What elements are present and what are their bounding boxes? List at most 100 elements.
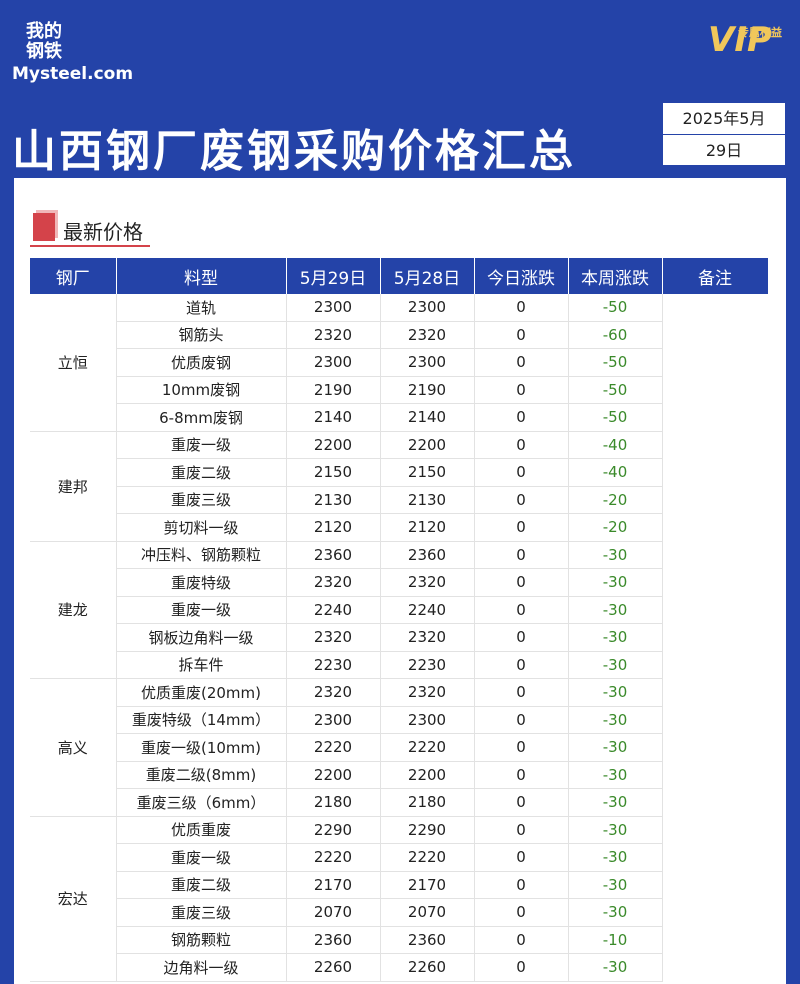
table-cell: 2300 xyxy=(286,294,381,322)
note-cell xyxy=(662,431,768,459)
note-cell xyxy=(662,514,768,542)
table-row: 钢板边角料一级 2320 2320 0 -30 xyxy=(30,623,768,652)
table-cell: 0 xyxy=(474,816,569,844)
mill-cell: 高义 xyxy=(30,678,117,817)
table-row: 高义 优质重废(20mm) 2320 2320 0 -30 xyxy=(30,678,768,817)
table-cell: 2360 xyxy=(286,926,381,954)
table-row: 拆车件 2230 2230 0 -30 xyxy=(30,651,768,679)
note-cell xyxy=(662,404,768,432)
logo: 我的 钢铁 xyxy=(26,22,62,62)
table-cell: 2200 xyxy=(380,431,475,459)
table-cell: 2320 xyxy=(286,321,381,349)
column-header: 本周涨跌 xyxy=(568,258,663,294)
table-row: 重废三级 2070 2070 0 -30 xyxy=(30,898,768,927)
section-icon xyxy=(33,213,55,241)
table-cell: 2190 xyxy=(380,376,475,404)
table-cell: 2200 xyxy=(286,761,381,789)
column-header: 料型 xyxy=(116,258,287,294)
note-cell xyxy=(662,321,768,349)
table-cell: 0 xyxy=(474,486,569,514)
table-cell: 2260 xyxy=(286,953,381,982)
table-cell: -30 xyxy=(568,816,663,844)
note-cell xyxy=(662,761,768,789)
column-header: 今日涨跌 xyxy=(474,258,569,294)
section-underline xyxy=(30,245,150,247)
table-cell: 2300 xyxy=(380,294,475,322)
table-cell: 重废二级 xyxy=(116,871,287,899)
table-cell: 2180 xyxy=(286,788,381,817)
table-cell: 2360 xyxy=(380,541,475,569)
table-cell: -30 xyxy=(568,871,663,899)
table-cell: 0 xyxy=(474,871,569,899)
table-cell: 2230 xyxy=(286,651,381,679)
table-cell: 0 xyxy=(474,431,569,459)
table-cell: 2240 xyxy=(286,596,381,624)
column-header: 5月29日 xyxy=(286,258,381,294)
note-cell xyxy=(662,871,768,899)
table-cell: 钢板边角料一级 xyxy=(116,623,287,652)
table-cell: 0 xyxy=(474,513,569,542)
table-cell: 0 xyxy=(474,926,569,954)
table-cell: 0 xyxy=(474,294,569,322)
vip-badge: VIP xyxy=(708,20,772,60)
table-row: 重废特级（14mm） 2300 2300 0 -30 xyxy=(30,706,768,734)
table-row: 建龙 冲压料、钢筋颗粒 2360 2360 0 -30 xyxy=(30,541,768,679)
note-cell xyxy=(662,651,768,679)
note-cell xyxy=(662,679,768,707)
table-cell: 2320 xyxy=(380,568,475,597)
table-cell: 0 xyxy=(474,953,569,982)
table-cell: 2220 xyxy=(286,843,381,872)
table-cell: -30 xyxy=(568,541,663,569)
table-cell: 2320 xyxy=(286,678,381,707)
table-cell: 2140 xyxy=(286,403,381,432)
table-cell: -50 xyxy=(568,376,663,404)
table-cell: 0 xyxy=(474,568,569,597)
table-cell: 0 xyxy=(474,376,569,404)
table-cell: 2220 xyxy=(380,733,475,762)
column-header: 备注 xyxy=(662,258,769,294)
table-cell: -30 xyxy=(568,568,663,597)
note-cell xyxy=(662,624,768,652)
table-cell: 2320 xyxy=(380,623,475,652)
table-row: 钢筋头 2320 2320 0 -60 xyxy=(30,321,768,349)
table-cell: 重废一级 xyxy=(116,843,287,872)
table-row: 重废二级 2150 2150 0 -40 xyxy=(30,458,768,487)
table-row: 剪切料一级 2120 2120 0 -20 xyxy=(30,513,768,542)
table-row: 重废三级（6mm） 2180 2180 0 -30 xyxy=(30,788,768,817)
table-cell: 2300 xyxy=(286,706,381,734)
note-cell xyxy=(662,899,768,927)
table-cell: 0 xyxy=(474,458,569,487)
table-cell: 2300 xyxy=(286,348,381,377)
table-cell: 0 xyxy=(474,788,569,817)
table-cell: -30 xyxy=(568,678,663,707)
table-cell: -10 xyxy=(568,926,663,954)
table-cell: -30 xyxy=(568,706,663,734)
section-title: 最新价格 xyxy=(63,220,143,244)
table-cell: -30 xyxy=(568,623,663,652)
date-month: 2025年5月 xyxy=(682,109,766,128)
table-row: 重废一级 2240 2240 0 -30 xyxy=(30,596,768,624)
table-cell: -30 xyxy=(568,651,663,679)
table-cell: 重废二级 xyxy=(116,458,287,487)
table-cell: -20 xyxy=(568,513,663,542)
table-cell: 2240 xyxy=(380,596,475,624)
table-cell: -50 xyxy=(568,403,663,432)
table-row: 重废二级 2170 2170 0 -30 xyxy=(30,871,768,899)
page-title: 山西钢厂废钢采购价格汇总 xyxy=(12,126,576,177)
table-cell: 2200 xyxy=(286,431,381,459)
table-cell: 0 xyxy=(474,321,569,349)
table-cell: -40 xyxy=(568,458,663,487)
table-cell: 2070 xyxy=(380,898,475,927)
table-cell: 2290 xyxy=(286,816,381,844)
note-cell xyxy=(662,569,768,597)
table-cell: 2120 xyxy=(380,513,475,542)
table-cell: 2180 xyxy=(380,788,475,817)
table-cell: 钢筋颗粒 xyxy=(116,926,287,954)
header-row: 钢厂 料型 5月29日 5月28日 今日涨跌 本周涨跌 备注 xyxy=(30,258,769,294)
table-cell: 0 xyxy=(474,541,569,569)
note-cell xyxy=(662,734,768,762)
table-cell: 2200 xyxy=(380,761,475,789)
table-cell: 2070 xyxy=(286,898,381,927)
table-cell: 0 xyxy=(474,348,569,377)
